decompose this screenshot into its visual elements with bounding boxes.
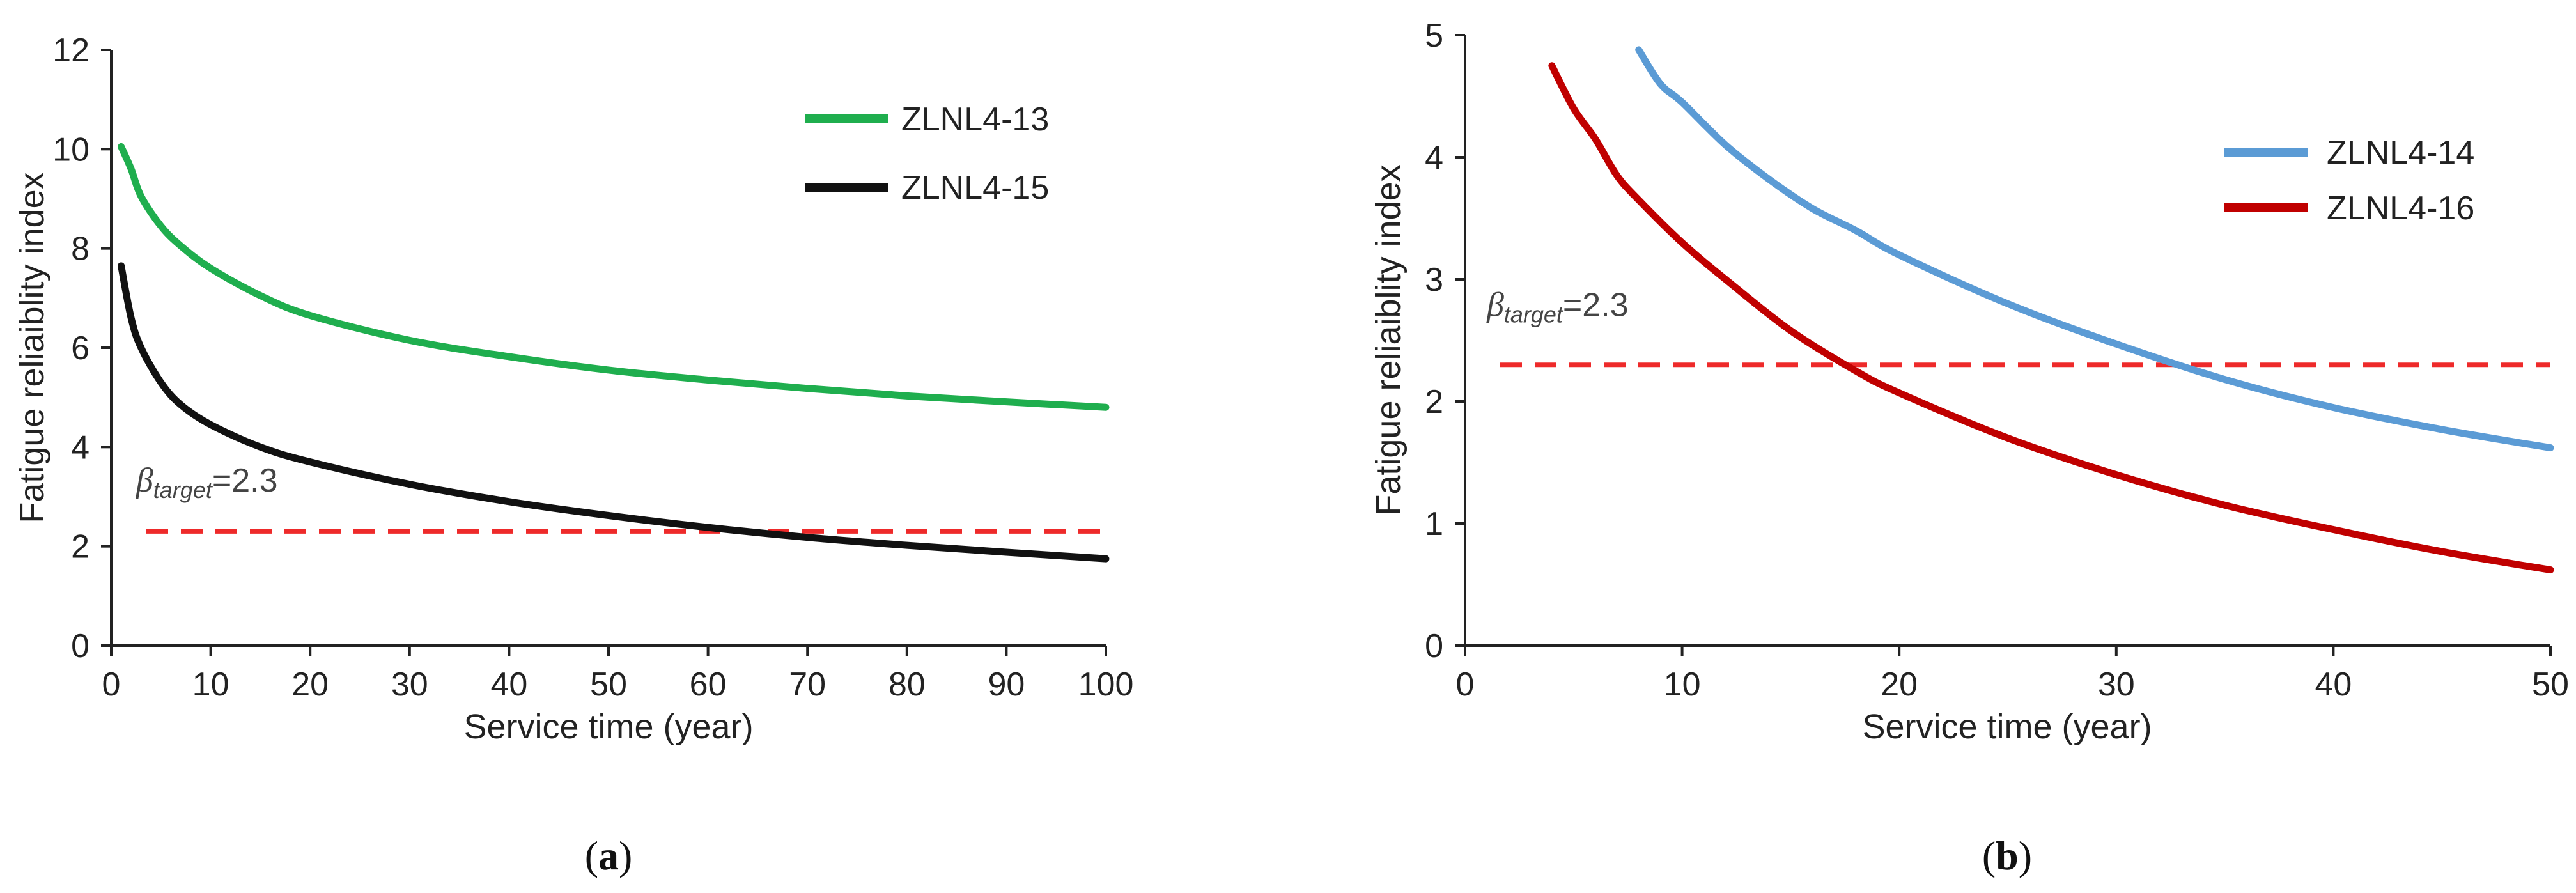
chart-b-series-0-line [1635,46,2554,452]
chart-a-threshold-subscript: target [153,477,213,503]
chart-a-series-1-line [118,262,1110,563]
chart-b-x-tick-label-4: 40 [2315,666,2352,703]
chart-a-y-tick-label-0: 0 [71,628,89,665]
chart-b-y-tick-label-1: 1 [1425,506,1443,543]
chart-panel-b: 0 1 2 3 4 5 0 10 20 30 40 50 Service time (year) F… [1369,17,2569,878]
chart-a-x-axis-title: Service time (year) [463,708,753,746]
chart-b-y-tick-label-5: 5 [1425,17,1443,54]
chart-b-series-1-line [1548,62,2554,574]
chart-a-threshold-value: =2.3 [212,462,278,499]
chart-a-x-tick-label-4: 40 [490,666,527,703]
chart-b-y-tick-label-2: 2 [1425,384,1443,421]
chart-a-legend-label-1: ZLNL4-15 [901,169,1049,206]
chart-a-y-tick-label-4: 8 [71,231,89,268]
chart-a-y-tick-label-1: 2 [71,529,89,566]
chart-a-series-0-line [118,143,1110,411]
chart-a-x-tick-label-7: 70 [789,666,826,703]
chart-b-x-tick-label-0: 0 [1456,666,1475,703]
chart-b-threshold-subscript: target [1504,301,1564,327]
chart-a-y-tick-label-3: 6 [71,330,89,367]
chart-a-x-tick-label-6: 60 [690,666,727,703]
chart-b-x-tick-label-5: 50 [2532,666,2569,703]
chart-a-x-tick-label-10: 100 [1078,666,1134,703]
chart-b-x-tick-label-2: 20 [1881,666,1918,703]
chart-b-threshold-value: =2.3 [1563,286,1629,323]
chart-a-panel-label: (a) [585,833,633,878]
chart-a-x-tick-label-0: 0 [102,666,121,703]
chart-b-panel-label: (b) [1982,833,2032,878]
chart-b-threshold-symbol: β [1486,285,1504,323]
chart-a-y-tick-label-6: 12 [52,32,89,69]
chart-panel-a: 0 2 4 6 8 10 12 0 10 20 30 40 50 60 70 80 90 100 Service… [13,32,1133,878]
chart-b-threshold-annotation: βtarget=2.3 [1486,285,1629,327]
chart-b-x-axis-title: Service time (year) [1862,708,2152,746]
chart-a-x-tick-label-5: 50 [590,666,627,703]
chart-a-x-tick-label-2: 20 [291,666,329,703]
chart-a-legend-label-0: ZLNL4-13 [901,101,1049,138]
chart-a-y-axis-title: Fatigue reliaiblity index [13,172,51,523]
chart-b-legend-label-1: ZLNL4-16 [2327,190,2474,227]
chart-b-legend-label-0: ZLNL4-14 [2327,134,2474,171]
chart-a-x-tick-label-9: 90 [988,666,1025,703]
chart-b-y-tick-label-0: 0 [1425,628,1443,665]
chart-b-y-tick-label-3: 3 [1425,261,1443,299]
chart-a-y-tick-label-2: 4 [71,429,89,466]
chart-b-legend: ZLNL4-14 ZLNL4-16 [2224,134,2474,227]
chart-a-x-tick-label-1: 10 [192,666,229,703]
chart-b-x-tick-label-1: 10 [1664,666,1701,703]
chart-a-threshold-annotation: βtarget=2.3 [136,461,278,503]
chart-a-y-tick-label-5: 10 [52,131,89,168]
chart-a-x-tick-label-8: 80 [888,666,926,703]
chart-b-x-tick-label-3: 30 [2098,666,2135,703]
chart-b-y-axis-title: Fatigue reliaiblity index [1369,164,1408,515]
chart-a-x-tick-label-3: 30 [391,666,428,703]
chart-a-threshold-symbol: β [136,461,153,499]
chart-a-legend: ZLNL4-13 ZLNL4-15 [805,101,1049,206]
chart-b-y-tick-label-4: 4 [1425,139,1443,176]
